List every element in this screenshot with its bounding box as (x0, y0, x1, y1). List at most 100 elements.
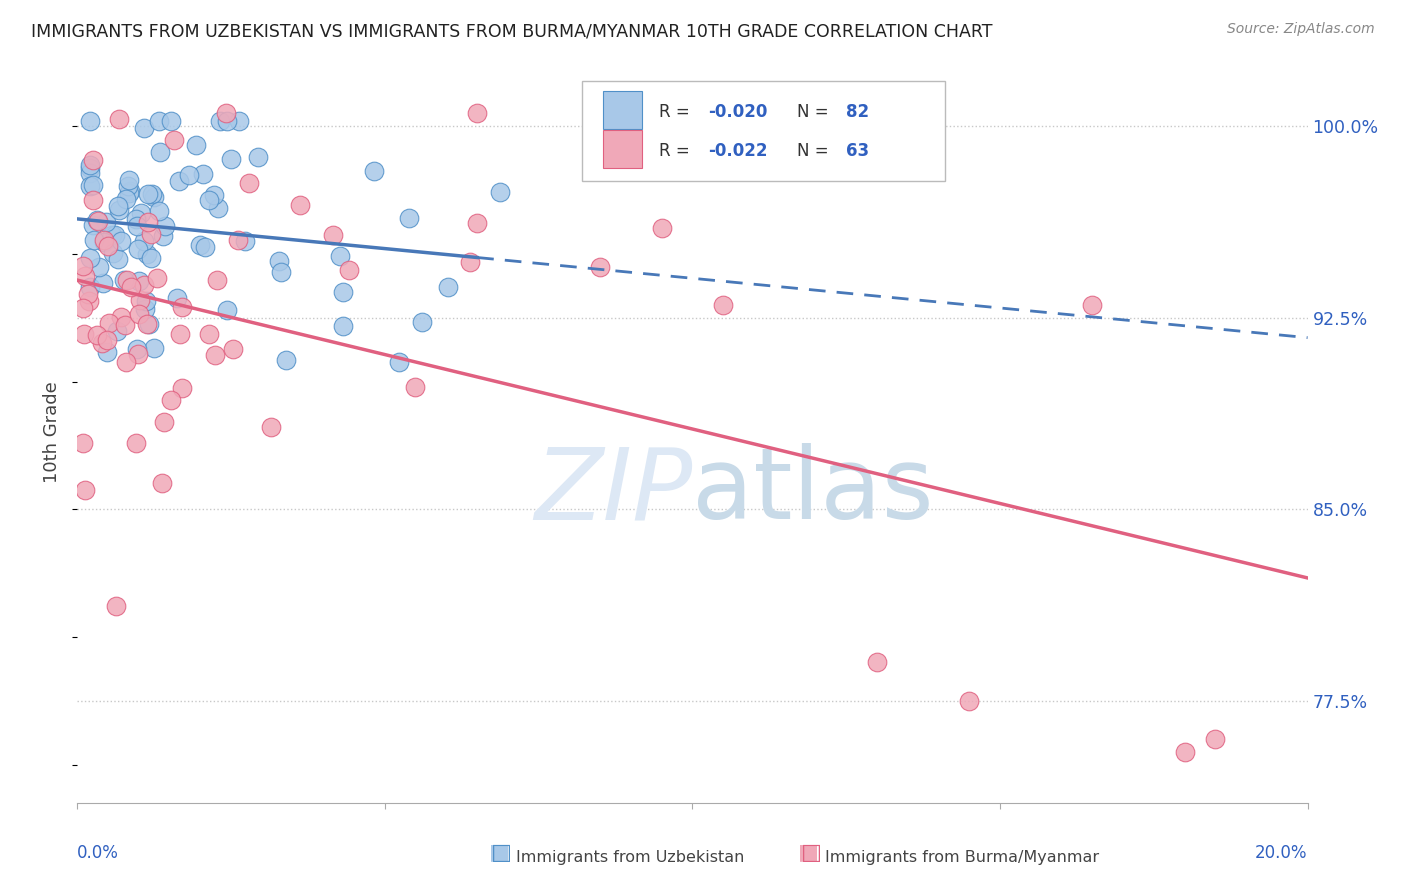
Point (437, 280, 460, 294)
Point (337, 262, 360, 277)
Point (150, 475, 173, 490)
Point (93, 235, 115, 249)
Point (114, 192, 136, 206)
Point (146, 270, 169, 285)
Point (160, 114, 183, 128)
Text: 20.0%: 20.0% (1256, 844, 1308, 862)
Point (139, 227, 162, 242)
Text: 82: 82 (846, 103, 869, 121)
Point (128, 274, 150, 288)
Text: N =: N = (797, 103, 834, 121)
Point (72, 435, 94, 450)
Point (125, 342, 148, 356)
Text: 63: 63 (846, 143, 869, 161)
Point (127, 242, 149, 256)
Point (118, 186, 141, 200)
Point (79, 161, 101, 176)
Text: ZIP: ZIP (534, 443, 693, 541)
Point (215, 114, 238, 128)
Point (127, 347, 149, 361)
Point (149, 145, 172, 159)
Point (267, 254, 290, 268)
Point (170, 300, 193, 314)
Point (222, 342, 245, 356)
Point (79, 114, 101, 128)
Point (110, 234, 132, 248)
Point (136, 247, 159, 261)
Point (202, 187, 225, 202)
Text: □: □ (492, 843, 512, 863)
Point (177, 168, 200, 182)
Text: -0.020: -0.020 (709, 103, 768, 121)
Point (121, 279, 143, 293)
Point (136, 215, 159, 229)
Point (86, 328, 108, 343)
Text: 0.0%: 0.0% (77, 844, 120, 862)
Text: R =: R = (659, 143, 695, 161)
Point (288, 197, 311, 211)
Point (143, 190, 166, 204)
Point (148, 114, 170, 128)
Point (117, 173, 139, 187)
Point (125, 212, 148, 227)
Point (322, 228, 344, 243)
Point (193, 239, 215, 253)
Point (205, 273, 228, 287)
Text: ■: ■ (489, 843, 509, 863)
Text: atlas: atlas (693, 443, 934, 541)
Point (160, 392, 183, 407)
Point (82, 218, 104, 232)
Point (132, 121, 155, 136)
Point (125, 436, 148, 450)
Point (105, 324, 128, 338)
Point (115, 355, 138, 369)
Point (148, 204, 170, 219)
Point (132, 235, 155, 249)
Y-axis label: 10th Grade: 10th Grade (44, 382, 62, 483)
Point (134, 277, 156, 292)
Text: R =: R = (659, 103, 695, 121)
Point (169, 327, 191, 342)
Point (105, 599, 128, 614)
Point (83, 233, 105, 247)
Point (411, 315, 433, 329)
Point (204, 348, 226, 362)
Bar (603, 130, 643, 169)
Text: □: □ (801, 843, 821, 863)
Point (957, 694, 980, 708)
Point (135, 293, 157, 308)
Point (139, 251, 162, 265)
Point (166, 291, 188, 305)
Point (110, 310, 132, 324)
Point (79, 279, 101, 293)
Text: Immigrants from Burma/Myanmar: Immigrants from Burma/Myanmar (825, 850, 1099, 865)
Text: IMMIGRANTS FROM UZBEKISTAN VS IMMIGRANTS FROM BURMA/MYANMAR 10TH GRADE CORRELATI: IMMIGRANTS FROM UZBEKISTAN VS IMMIGRANTS… (31, 22, 993, 40)
Point (198, 194, 221, 208)
Point (167, 174, 190, 188)
Point (276, 353, 298, 368)
Point (1081, 298, 1104, 312)
Point (120, 184, 142, 198)
Point (208, 114, 231, 128)
Point (136, 187, 159, 202)
Point (114, 318, 136, 332)
Point (193, 167, 215, 181)
Point (228, 233, 250, 247)
Point (387, 355, 409, 369)
Point (82, 178, 104, 193)
Point (332, 285, 354, 300)
Point (96, 214, 118, 228)
Point (125, 219, 148, 234)
Point (73, 326, 96, 341)
Point (73, 483, 96, 497)
Point (465, 216, 488, 230)
Point (79, 251, 101, 265)
Point (93, 234, 115, 248)
Point (129, 293, 152, 308)
Point (136, 317, 159, 331)
Point (112, 272, 135, 286)
Point (107, 252, 129, 266)
Point (404, 380, 426, 394)
Text: Immigrants from Uzbekistan: Immigrants from Uzbekistan (516, 850, 744, 865)
Point (246, 150, 269, 164)
